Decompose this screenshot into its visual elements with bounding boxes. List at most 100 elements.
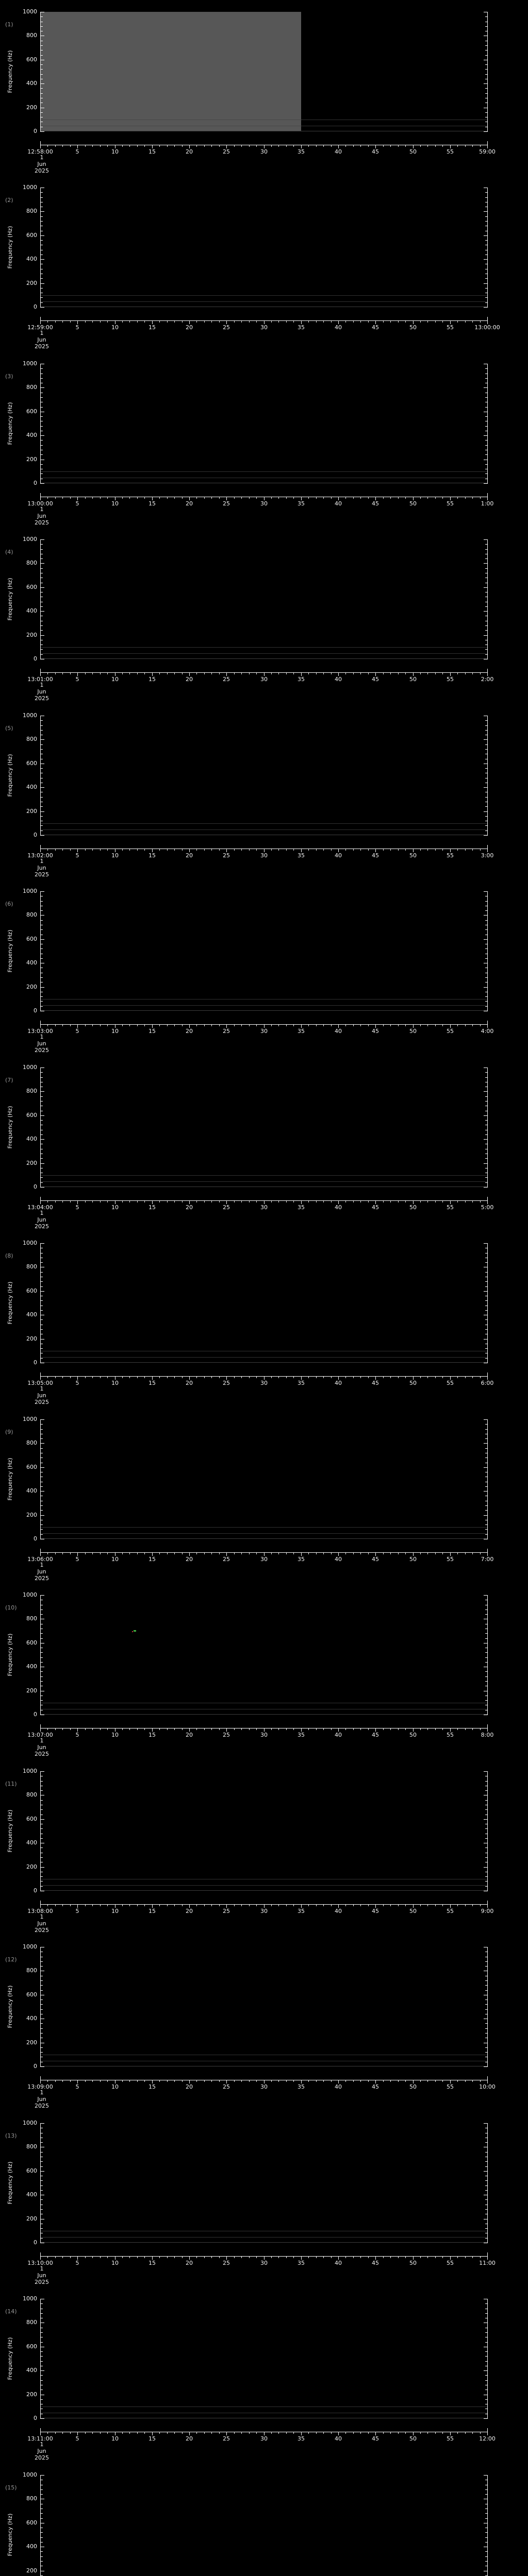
x-minor-tick — [435, 2080, 436, 2082]
y-tick-label: 0 — [34, 303, 37, 311]
y-minor-tick — [485, 1272, 487, 1273]
x-minor-tick — [174, 2256, 175, 2258]
x-minor-tick — [241, 1728, 242, 1731]
x-major-tick — [450, 849, 451, 852]
x-minor-tick — [442, 673, 443, 675]
x-minor-tick — [204, 1552, 205, 1554]
y-axis-left — [40, 715, 41, 836]
x-minor-tick — [383, 497, 384, 499]
x-tick-label: 20 — [186, 324, 193, 331]
x-minor-tick — [398, 2432, 399, 2434]
x-major-tick — [77, 673, 78, 676]
x-major-tick — [77, 1200, 78, 1204]
date-line-1: Jun — [37, 2096, 46, 2103]
x-minor-tick — [353, 145, 354, 147]
x-tick-label: 45 — [372, 2259, 379, 2266]
y-minor-tick — [41, 720, 43, 721]
x-major-tick — [226, 849, 227, 852]
y-minor-tick — [485, 920, 487, 921]
x-minor-tick — [278, 2080, 279, 2082]
x-minor-tick — [70, 1200, 71, 1202]
x-minor-tick — [398, 497, 399, 499]
x-minor-tick — [442, 1377, 443, 1379]
x-tick-label: 35 — [298, 2435, 305, 2443]
x-tick-label: 25 — [223, 1204, 230, 1211]
x-tick-label: 40 — [335, 676, 342, 683]
x-tick-label: 40 — [335, 1028, 342, 1035]
x-minor-tick — [278, 1200, 279, 1202]
x-minor-tick — [55, 145, 56, 147]
y-major-tick — [41, 1163, 44, 1164]
x-major-tick — [487, 321, 488, 325]
y-minor-tick — [485, 1096, 487, 1097]
x-tick-label: 50 — [409, 1555, 417, 1563]
x-minor-tick — [316, 1728, 317, 1731]
y-minor-tick — [485, 2399, 487, 2400]
frequency-axis-label: Frequency (Hz) — [7, 578, 13, 621]
y-minor-tick — [485, 1790, 487, 1791]
y-tick-label: 1000 — [23, 1240, 37, 1247]
y-minor-tick — [485, 816, 487, 817]
x-minor-tick — [144, 2256, 145, 2258]
spectrogram-panel: 1000 800 600 400 200 0 (3) Frequency (Hz) 13:00:… — [0, 360, 528, 539]
y-minor-tick — [41, 1886, 43, 1887]
x-minor-tick — [249, 1904, 250, 1906]
x-minor-tick — [144, 1552, 145, 1554]
x-major-tick — [338, 1025, 339, 1028]
x-minor-tick — [47, 1377, 48, 1379]
x-minor-tick — [167, 1904, 168, 1906]
x-minor-tick — [211, 145, 212, 147]
y-minor-tick — [41, 1300, 43, 1301]
x-major-tick — [115, 1552, 116, 1556]
x-tick-label: 45 — [372, 500, 379, 507]
y-minor-tick — [41, 1358, 43, 1359]
x-major-tick — [189, 1904, 190, 1908]
x-major-tick — [152, 497, 153, 500]
y-minor-tick — [485, 1448, 487, 1449]
x-minor-tick — [241, 2080, 242, 2082]
x-minor-tick — [256, 1200, 257, 1202]
y-minor-tick — [41, 1510, 43, 1511]
x-major-tick — [152, 1200, 153, 1204]
panel-number-label: (6) — [5, 901, 13, 908]
x-minor-tick — [256, 1025, 257, 1027]
x-end-time-label: 11:00 — [479, 2259, 496, 2266]
y-tick-label: 600 — [26, 1991, 37, 1998]
x-major-tick — [77, 1377, 78, 1380]
x-minor-tick — [70, 321, 71, 323]
y-major-tick — [41, 611, 44, 612]
x-tick-label: 40 — [335, 148, 342, 155]
x-tick-label: 35 — [298, 676, 305, 683]
y-major-tick — [41, 1490, 44, 1492]
y-minor-tick — [485, 768, 487, 769]
y-minor-tick — [485, 1423, 487, 1425]
x-end-time-label: 7:00 — [481, 1555, 494, 1563]
x-minor-tick — [196, 2256, 197, 2258]
x-minor-tick — [85, 1200, 86, 1202]
x-minor-tick — [129, 2432, 130, 2434]
x-minor-tick — [472, 497, 473, 499]
x-minor-tick — [204, 1377, 205, 1379]
x-minor-tick — [167, 2432, 168, 2434]
x-minor-tick — [353, 673, 354, 675]
x-minor-tick — [472, 321, 473, 323]
x-minor-tick — [211, 2080, 212, 2082]
y-minor-tick — [485, 416, 487, 417]
x-tick-label: 15 — [148, 1555, 156, 1563]
x-major-tick — [338, 1904, 339, 1908]
x-minor-tick — [70, 849, 71, 851]
x-major-tick — [152, 1025, 153, 1028]
y-minor-tick — [485, 1652, 487, 1653]
y-minor-tick — [485, 1281, 487, 1282]
y-minor-tick — [41, 416, 43, 417]
x-minor-tick — [390, 1200, 391, 1202]
y-minor-tick — [485, 1120, 487, 1121]
y-minor-tick — [41, 796, 43, 798]
narrowband-line-95hz — [40, 647, 487, 648]
y-tick-label: 400 — [26, 1135, 37, 1142]
x-minor-tick — [286, 2080, 287, 2082]
x-major-tick — [115, 1904, 116, 1908]
y-major-tick — [484, 587, 487, 588]
x-tick-label: 5 — [75, 676, 79, 683]
x-minor-tick — [465, 321, 466, 323]
